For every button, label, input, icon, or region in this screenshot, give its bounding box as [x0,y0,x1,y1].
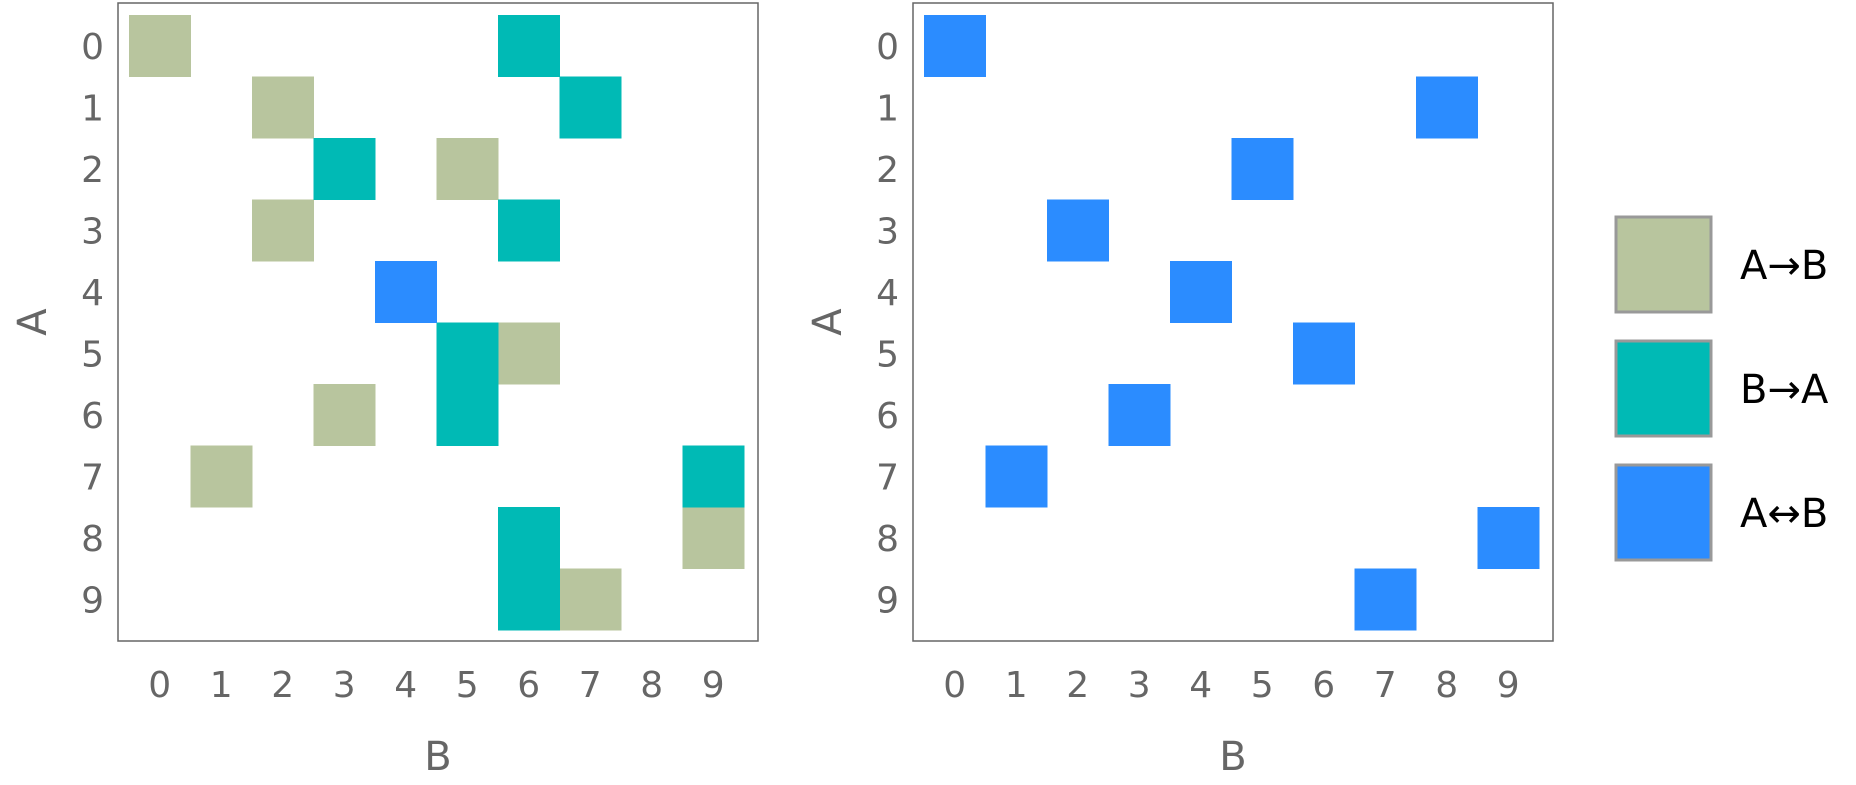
y-tick-label: 5 [81,334,104,375]
cell-a1-b8 [1416,76,1478,139]
cell-a3-b2 [1047,199,1109,262]
legend-swatch [1614,215,1713,314]
x-tick-label: 5 [456,665,479,706]
y-tick-label: 4 [81,273,104,314]
cell-a9-b7 [1354,568,1417,631]
legend-swatch [1614,463,1713,562]
y-tick-label: 1 [876,88,899,129]
x-tick-label: 1 [210,665,233,706]
x-tick-label: 2 [271,665,294,706]
x-tick-label: 4 [394,665,417,706]
y-tick-label: 9 [876,580,899,621]
x-tick-label: 8 [640,665,663,706]
x-tick-label: 0 [943,665,966,706]
y-tick-label: 5 [876,334,899,375]
cell-a9-b7 [559,568,622,631]
cell-a5-b6 [498,322,560,385]
cell-a2-b5 [1231,138,1294,200]
y-tick-label: 1 [81,88,104,129]
legend-label: A↔B [1740,491,1828,537]
y-tick-label: 8 [81,519,104,560]
cell-a1-b2 [252,76,314,139]
plot-frame [912,2,1554,642]
cell-a7-b1 [985,445,1048,508]
cell-a6-b5 [436,384,499,446]
cell-a9-b6 [498,568,560,631]
y-tick-label: 0 [876,27,899,68]
legend: A→B B→A A↔B [1614,215,1829,562]
y-axis-label: A [805,308,851,336]
cell-a1-b7 [559,76,622,139]
x-tick-label: 9 [1497,665,1520,706]
x-tick-label: 9 [702,665,725,706]
x-tick-label: 7 [579,665,602,706]
cell-a7-b9 [682,445,745,508]
plot-frame [117,2,759,642]
x-tick-label: 4 [1189,665,1212,706]
x-tick-label: 8 [1435,665,1458,706]
legend-swatch [1614,339,1713,438]
x-tick-label: 0 [148,665,171,706]
y-tick-label: 3 [876,211,899,252]
x-tick-label: 3 [1128,665,1151,706]
cell-a3-b2 [252,199,314,262]
x-tick-label: 5 [1251,665,1274,706]
cell-a5-b5 [436,322,499,385]
cell-a8-b9 [1477,507,1540,569]
cell-a8-b9 [682,507,745,569]
y-tick-label: 2 [81,150,104,191]
legend-label: B→A [1740,367,1829,413]
legend-label: A→B [1740,243,1828,289]
y-axis-label: A [10,308,56,336]
cell-a7-b1 [190,445,253,508]
cell-a0-b0 [129,15,191,77]
y-tick-label: 7 [81,457,104,498]
x-tick-label: 6 [517,665,540,706]
y-tick-label: 4 [876,273,899,314]
cell-a5-b6 [1293,322,1355,385]
cell-a8-b6 [498,507,560,569]
cell-a2-b3 [313,138,376,200]
y-tick-label: 7 [876,457,899,498]
cell-a4-b4 [375,261,437,323]
y-tick-label: 8 [876,519,899,560]
cell-a0-b6 [498,15,560,77]
x-tick-label: 2 [1066,665,1089,706]
x-tick-label: 1 [1005,665,1028,706]
x-tick-label: 6 [1312,665,1335,706]
y-tick-label: 6 [81,396,104,437]
x-axis-label: B [424,734,451,780]
cell-a6-b3 [1108,384,1171,446]
y-tick-label: 6 [876,396,899,437]
cell-a0-b0 [924,15,986,77]
cell-a2-b5 [436,138,499,200]
y-tick-label: 2 [876,150,899,191]
y-tick-label: 0 [81,27,104,68]
cell-a4-b4 [1170,261,1232,323]
cell-a6-b3 [313,384,376,446]
x-axis-label: B [1219,734,1246,780]
y-tick-label: 9 [81,580,104,621]
x-tick-label: 3 [333,665,356,706]
y-tick-label: 3 [81,211,104,252]
cell-a3-b6 [498,199,560,262]
x-tick-label: 7 [1374,665,1397,706]
